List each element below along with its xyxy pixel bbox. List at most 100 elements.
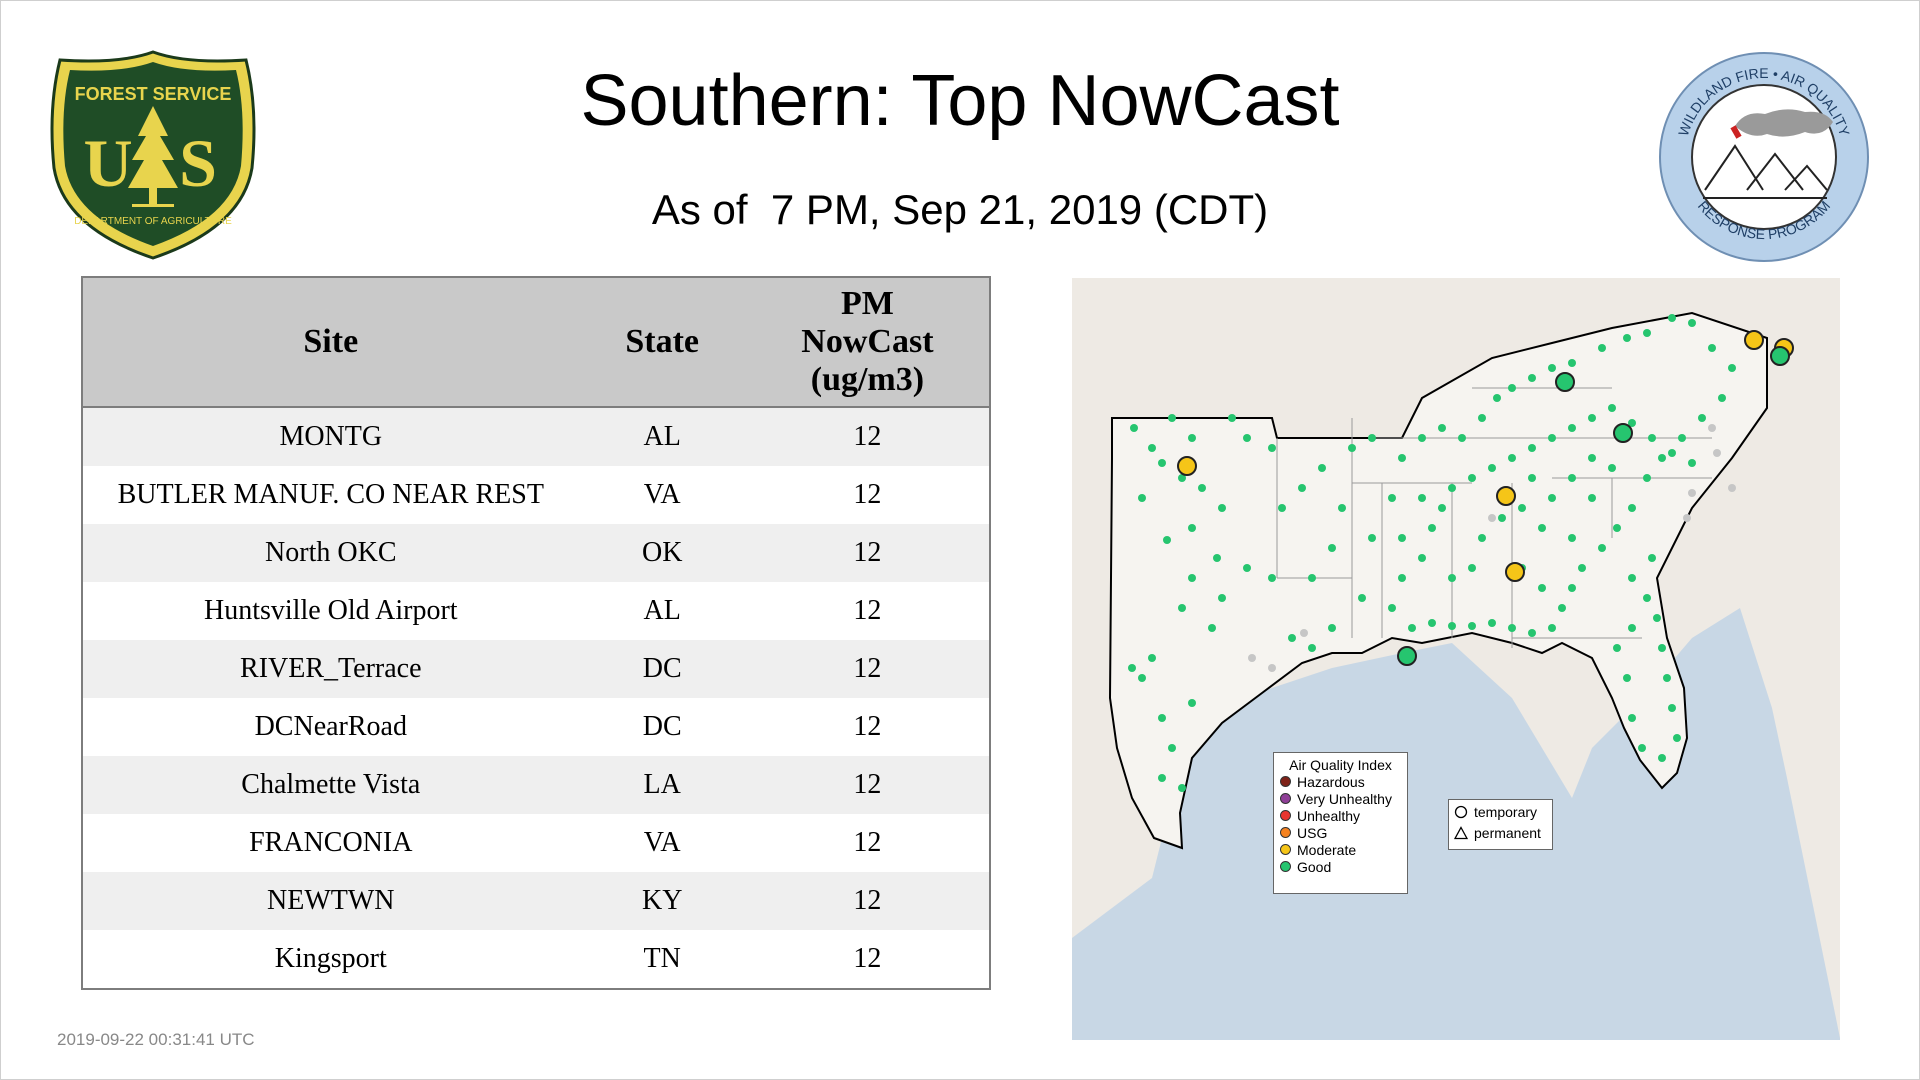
good-monitor-large [1613, 423, 1633, 443]
good-monitor [1673, 734, 1681, 742]
good-monitor [1198, 484, 1206, 492]
air-quality-map [1072, 278, 1840, 1040]
inactive-monitor [1268, 664, 1276, 672]
value-cell: 12 [745, 814, 990, 872]
good-monitor [1648, 554, 1656, 562]
good-monitor [1688, 459, 1696, 467]
moderate-monitor [1496, 486, 1516, 506]
good-monitor [1148, 444, 1156, 452]
state-cell: TN [578, 930, 746, 989]
legend-swatch [1280, 844, 1291, 855]
inactive-monitor [1713, 449, 1721, 457]
logo-bottom-text: DEPARTMENT OF AGRICULTURE [74, 216, 232, 227]
inactive-monitor [1300, 629, 1308, 637]
page-title: Southern: Top NowCast [580, 61, 1340, 141]
good-monitor [1588, 414, 1596, 422]
good-monitor [1448, 484, 1456, 492]
legend-label: Good [1297, 858, 1332, 875]
good-monitor [1178, 474, 1186, 482]
legend-item: permanent [1449, 824, 1552, 842]
generated-timestamp: 2019-09-22 00:31:41 UTC [57, 1030, 255, 1049]
good-monitor [1228, 414, 1236, 422]
good-monitor [1718, 394, 1726, 402]
table-row: Huntsville Old Airport AL 12 [82, 582, 990, 640]
good-monitor [1508, 624, 1516, 632]
good-monitor [1538, 524, 1546, 532]
good-monitor [1658, 644, 1666, 652]
good-monitor [1643, 329, 1651, 337]
header-site: Site [82, 277, 579, 408]
page-subtitle: As of 7 PM, Sep 21, 2019 (CDT) [651, 186, 1269, 233]
moderate-monitor [1177, 456, 1197, 476]
good-monitor [1628, 419, 1636, 427]
mountains-icon [1703, 144, 1828, 199]
good-monitor [1158, 459, 1166, 467]
good-monitor [1438, 424, 1446, 432]
good-monitor [1578, 564, 1586, 572]
good-monitor [1498, 514, 1506, 522]
good-monitor [1558, 604, 1566, 612]
legend-item: Unhealthy [1274, 807, 1407, 824]
good-monitor [1398, 534, 1406, 542]
good-monitor [1623, 334, 1631, 342]
good-monitor [1568, 584, 1576, 592]
good-monitor [1648, 434, 1656, 442]
good-monitor [1728, 364, 1736, 372]
header-state: State [578, 277, 746, 408]
good-monitor [1398, 574, 1406, 582]
good-monitor [1668, 314, 1676, 322]
good-monitor [1468, 564, 1476, 572]
logo-letter-s: S [179, 125, 217, 201]
good-monitor [1178, 784, 1186, 792]
good-monitor [1188, 574, 1196, 582]
good-monitor [1328, 544, 1336, 552]
good-monitor [1623, 674, 1631, 682]
good-monitor [1568, 534, 1576, 542]
good-monitor [1488, 464, 1496, 472]
good-monitor [1628, 714, 1636, 722]
aqi-legend: Air Quality Index Hazardous Very Unhealt… [1273, 752, 1408, 894]
good-monitor [1588, 454, 1596, 462]
good-monitor [1348, 444, 1356, 452]
good-monitor [1548, 364, 1556, 372]
value-cell: 12 [745, 930, 990, 989]
header-pm-line3: (ug/m3) [810, 361, 925, 398]
legend-item: USG [1274, 824, 1407, 841]
good-monitor [1218, 504, 1226, 512]
good-monitor [1643, 474, 1651, 482]
good-monitor [1448, 622, 1456, 630]
logo-letter-u: U [83, 125, 132, 201]
site-cell: MONTG [82, 407, 579, 466]
good-monitor [1448, 574, 1456, 582]
good-monitor [1408, 624, 1416, 632]
value-cell: 12 [745, 466, 990, 524]
state-cell: LA [578, 756, 746, 814]
state-cell: KY [578, 872, 746, 930]
good-monitor [1213, 554, 1221, 562]
value-cell: 12 [745, 640, 990, 698]
table-row: Kingsport TN 12 [82, 930, 990, 989]
good-monitor [1508, 454, 1516, 462]
legend-item: Good [1274, 858, 1407, 875]
good-monitor [1548, 494, 1556, 502]
legend-label: Very Unhealthy [1297, 790, 1392, 807]
good-monitor [1528, 444, 1536, 452]
good-monitor [1653, 614, 1661, 622]
state-cell: VA [578, 466, 746, 524]
good-monitor [1398, 454, 1406, 462]
good-monitor [1613, 524, 1621, 532]
moderate-monitor [1505, 562, 1525, 582]
site-cell: Kingsport [82, 930, 579, 989]
legend-item: Moderate [1274, 841, 1407, 858]
table-header-row: Site State PM NowCast (ug/m3) [82, 277, 990, 408]
smoke-icon [1730, 109, 1833, 139]
good-monitor-large [1555, 372, 1575, 392]
inactive-monitor [1688, 489, 1696, 497]
good-monitor [1158, 774, 1166, 782]
header-pm-line2: NowCast [801, 323, 934, 360]
good-monitor [1328, 624, 1336, 632]
inactive-monitor [1248, 654, 1256, 662]
good-monitor [1418, 434, 1426, 442]
legend-label: Moderate [1297, 841, 1357, 858]
good-monitor [1368, 534, 1376, 542]
